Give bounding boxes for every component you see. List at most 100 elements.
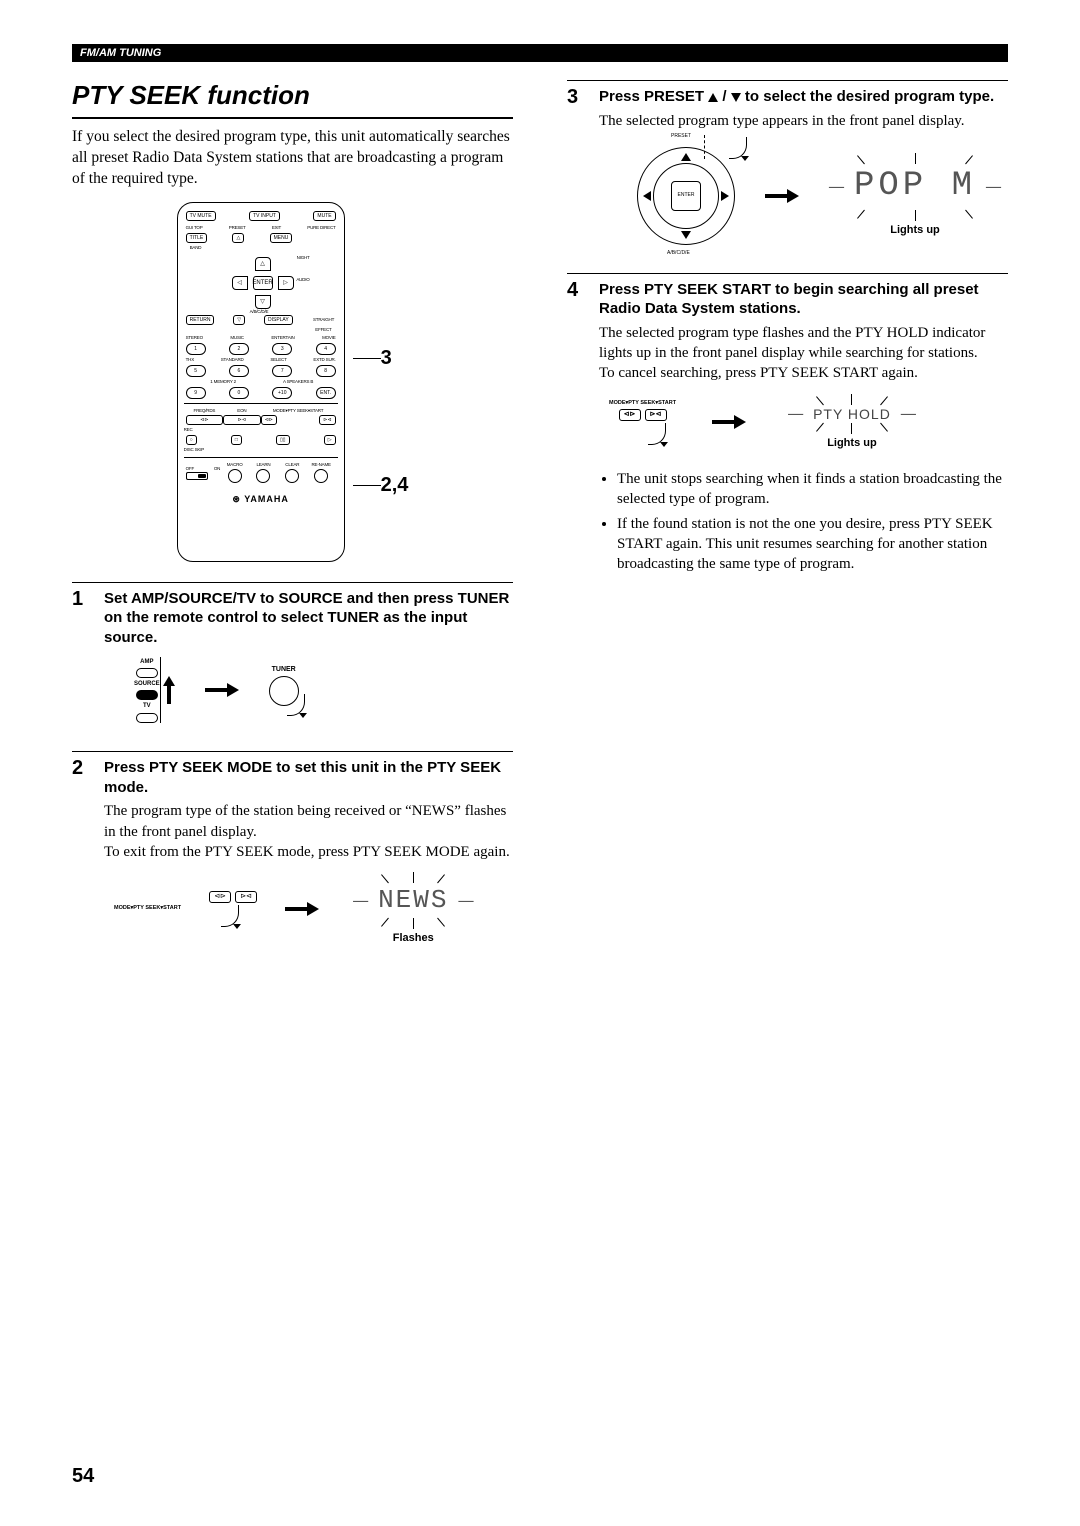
arrow-right-4 [712,415,746,429]
lbl-rename: RE-NAME [307,462,336,468]
step-4-num: 4 [567,280,587,579]
btn-display: DISPLAY [264,315,293,325]
step-3-num: 3 [567,87,587,263]
btn-return: RETURN [186,315,215,325]
lbl-b6: STANDARD [221,357,244,363]
step-1-figure: AMP SOURCE TV TUNER [134,657,513,723]
dpad-right: ▷ [278,276,294,290]
btn-eon: ⊳⊲ [223,415,261,425]
lbl-b9: 1 MEMORY 2 [186,379,261,385]
step-1-num: 1 [72,589,92,742]
btn-start-2: ⊳⊲ [645,409,667,421]
section-title: PTY SEEK function [72,78,513,119]
header-section: FM/AM TUNING [80,47,161,59]
bullet-1: The unit stops searching when it finds a… [617,469,1008,510]
caption-lightsup: Lights up [823,223,1007,238]
ptyseek-label: MODE▾PTY SEEK▾START [114,905,181,912]
dpad-up: △ [255,257,271,271]
btn-mode-2: ⊲⊳ [619,409,641,421]
lbl-b3: ENTERTAIN [271,335,294,341]
brand-label: ⊛ YAMAHA [184,493,338,505]
num-2: 2 [229,343,249,355]
lbl-audio: AUDIO [296,277,309,283]
btn-ptystart: ⊳⊲ [319,415,335,425]
step-1-head: Set AMP/SOURCE/TV to SOURCE and then pre… [104,589,513,648]
num-9: 9 [186,387,206,399]
lbl-rec: REC [184,427,338,433]
num-ent: ENT. [316,387,336,399]
callout-3: 3 [353,345,409,372]
step-4-body2: To cancel searching, press PTY SEEK STAR… [599,363,1008,383]
right-column: 3 Press PRESET / to select the desired p… [567,78,1008,974]
step-2-num: 2 [72,758,92,964]
btn-macro [228,469,242,483]
btn-learn [256,469,270,483]
btn-mode: ⊲⊳ [209,891,231,903]
sw-tv: TV [143,702,151,710]
intro-text: If you select the desired program type, … [72,127,513,190]
lbl-b4: MOVIE [322,335,336,341]
arrow-right-3 [765,189,799,203]
remote-callouts: 3 2,4 [353,345,409,499]
seg-ptyhold: PTY HOLD [813,405,891,424]
lbl-b8: EXTD SUR. [313,357,335,363]
num-5: 5 [186,365,206,377]
tr-4: ▷ [324,435,336,445]
num-6: 6 [229,365,249,377]
lbl-eon: EON [223,408,261,414]
step-3-head: Press PRESET / to select the desired pro… [599,87,1008,107]
btn-start: ⊳⊲ [235,891,257,903]
btn-rename [314,469,328,483]
left-column: PTY SEEK function If you select the desi… [72,78,513,974]
lbl-learn: LEARN [249,462,278,468]
slider-onoff [186,472,208,480]
page-number: 54 [72,1463,94,1490]
step-4: 4 Press PTY SEEK START to begin searchin… [567,280,1008,579]
press-icon-3 [729,137,747,159]
lbl-preset: PRESET [229,225,246,231]
step-1: 1 Set AMP/SOURCE/TV to SOURCE and then p… [72,589,513,742]
lbl-band: BAND [190,245,338,251]
num-0: 0 [229,387,249,399]
header-bar: FM/AM TUNING [72,44,1008,62]
switch-figure: AMP SOURCE TV [134,658,160,722]
num-4: 4 [316,343,336,355]
tr-1: ○ [186,435,197,445]
arrow-up-icon [163,676,175,704]
step-3-figure: PRESET ENTER A/B/C/D/E — [631,141,1008,251]
lbl-effect: EFFECT [184,327,332,333]
step-3-post: to select the desired program type. [741,88,994,105]
ptyseek-buttons: MODE▾PTY SEEK▾START [114,905,181,913]
num-3: 3 [272,343,292,355]
lbl-macro: MACRO [220,462,249,468]
step-3: 3 Press PRESET / to select the desired p… [567,87,1008,263]
lbl-b7: SELECT [270,357,286,363]
press-icon-2 [221,905,239,927]
btn-title: TITLE [186,233,208,243]
step-4-body1: The selected program type flashes and th… [599,323,1008,364]
btn-tv-input: TV INPUT [249,211,280,221]
btn-freq: ⊲⊳ [186,415,224,425]
step-3-mid: / [718,88,731,105]
sw-source-knob [136,690,158,700]
seg-display-news: — NEWS — Flashes [347,872,479,946]
lbl-disc: DISC SKIP [184,447,338,453]
btn-up: △ [232,233,244,243]
lbl-b10: A SPEAKERS B [261,379,336,385]
step-3-body: The selected program type appears in the… [599,111,1008,131]
tr-3: ▯▯ [276,435,290,445]
tuner-label: TUNER [272,665,296,674]
btn-down2: ▽ [233,315,245,325]
num-p10: +10 [272,387,292,399]
sw-amp: AMP [140,658,153,666]
lbl-b2: MUSIC [230,335,244,341]
page: FM/AM TUNING PTY SEEK function If you se… [0,0,1080,1526]
sw-source: SOURCE [134,680,160,688]
press-icon-4 [648,423,666,445]
columns: PTY SEEK function If you select the desi… [72,78,1008,974]
seg-display-pop: — POP M — Lights up [823,153,1007,238]
step-2-body2: To exit from the PTY SEEK mode, press PT… [104,842,513,862]
num-1: 1 [186,343,206,355]
nav-pad: PRESET ENTER A/B/C/D/E [631,141,741,251]
nav-abcde: A/B/C/D/E [667,250,690,257]
